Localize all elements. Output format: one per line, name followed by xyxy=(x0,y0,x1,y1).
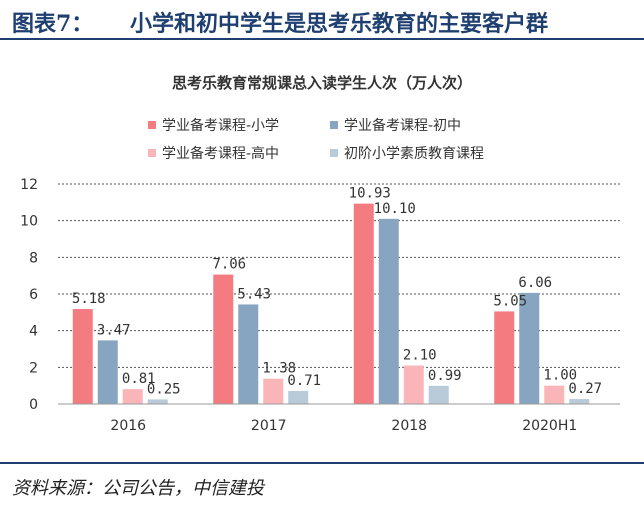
legend-swatch xyxy=(148,121,156,129)
data-label: 5.43 xyxy=(237,286,271,302)
data-label: 0.25 xyxy=(147,381,181,397)
bar xyxy=(97,340,118,404)
legend-label: 学业备考课程-高中 xyxy=(162,145,279,162)
x-tick-label: 2017 xyxy=(251,418,287,434)
bar xyxy=(122,389,143,404)
bar xyxy=(403,365,424,404)
source-note: 资料来源：公司公告，中信建投 xyxy=(12,478,264,499)
data-labels: 5.18 3.47 0.810.25 7.06 5.43 1.380.71 10.9310.… xyxy=(72,186,602,398)
bar xyxy=(353,203,374,404)
figure-title: 小学和初中学生是思考乐教育的主要客户群 xyxy=(130,12,549,37)
chart-area: 思考乐教育常规课总入读学生人次（万人次） 学业备考课程-小学 学业备考课程-初中学… xyxy=(0,42,644,462)
x-axis: 2016 2017 2018 2020H1 xyxy=(58,403,620,434)
source-divider xyxy=(0,462,644,464)
legend-swatch xyxy=(330,121,338,129)
data-label: 3.47 xyxy=(97,322,131,338)
bar xyxy=(147,399,168,404)
data-label: 0.81 xyxy=(122,371,156,387)
y-tick-label: 8 xyxy=(29,250,38,266)
y-tick-label: 12 xyxy=(20,177,38,193)
legend-label: 学业备考课程-小学 xyxy=(162,117,279,134)
figure-label: 图表7： xyxy=(12,11,94,37)
y-tick-label: 4 xyxy=(29,324,38,340)
legend-swatch xyxy=(330,149,338,157)
x-tick-label: 2016 xyxy=(110,418,146,434)
bar xyxy=(428,385,449,404)
bar xyxy=(213,274,234,404)
data-label: 0.27 xyxy=(568,381,602,397)
data-label: 5.05 xyxy=(493,293,527,309)
data-label: 1.00 xyxy=(543,368,577,384)
bar xyxy=(288,390,309,404)
legend-label: 初阶小学素质教育课程 xyxy=(344,145,484,162)
data-label: 10.10 xyxy=(374,201,416,217)
y-tick-label: 10 xyxy=(20,214,38,230)
bar xyxy=(519,292,540,404)
y-axis: 0 2 4 6 8 10 12 xyxy=(20,177,38,413)
bar xyxy=(544,385,565,404)
y-tick-label: 2 xyxy=(29,360,38,376)
legend-label: 学业备考课程-初中 xyxy=(344,117,461,134)
data-label: 1.38 xyxy=(262,361,296,377)
data-label: 0.71 xyxy=(287,373,321,389)
bars xyxy=(72,203,590,404)
bar xyxy=(378,218,399,404)
data-label: 5.18 xyxy=(72,291,106,307)
y-tick-label: 0 xyxy=(29,397,38,413)
bar xyxy=(238,304,259,404)
bar xyxy=(72,309,93,404)
bar-chart: 思考乐教育常规课总入读学生人次（万人次） 学业备考课程-小学 学业备考课程-初中学… xyxy=(20,74,620,434)
bar xyxy=(263,378,284,404)
data-label: 2.10 xyxy=(403,348,437,364)
x-tick-label: 2018 xyxy=(391,418,427,434)
bar xyxy=(569,399,590,404)
chart-title: 思考乐教育常规课总入读学生人次（万人次） xyxy=(172,74,472,92)
y-tick-label: 6 xyxy=(29,287,38,303)
bar xyxy=(494,311,515,404)
x-tick-label: 2020H1 xyxy=(522,418,577,434)
data-label: 10.93 xyxy=(349,186,391,202)
figure-header: 图表7： 小学和初中学生是思考乐教育的主要客户群 xyxy=(0,0,644,40)
data-label: 6.06 xyxy=(518,275,552,291)
data-label: 7.06 xyxy=(212,257,246,273)
data-label: 0.99 xyxy=(428,368,462,384)
legend-swatch xyxy=(148,149,156,157)
